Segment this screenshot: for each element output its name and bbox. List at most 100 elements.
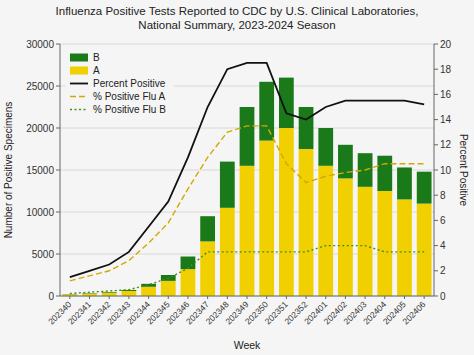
x-tick	[306, 296, 307, 299]
x-axis-label: Week	[234, 339, 261, 351]
bar	[358, 187, 373, 296]
y-tick	[56, 212, 60, 213]
y-axis	[60, 44, 61, 296]
bar	[200, 216, 215, 241]
y2-axis	[434, 44, 435, 296]
bar	[318, 166, 333, 296]
bar	[181, 257, 196, 270]
grid-line	[60, 44, 434, 45]
y-tick-label: 30000	[26, 39, 54, 50]
line	[70, 246, 424, 294]
background	[0, 0, 474, 355]
plot-area	[62, 63, 431, 296]
x-tick	[187, 296, 188, 299]
y-tick	[56, 44, 60, 45]
y2-tick	[434, 296, 438, 297]
y2-tick-label: 8	[440, 190, 446, 201]
y-tick	[56, 296, 60, 297]
title: Influenza Positive Tests Reported to CDC…	[56, 5, 419, 31]
x-tick	[89, 296, 90, 299]
x-tick	[325, 296, 326, 299]
y2-tick-label: 14	[440, 114, 452, 125]
legend: BA Percent Positive % Positive Flu A % Posi…	[66, 48, 174, 119]
y2-tick-label: 16	[440, 89, 452, 100]
y-tick-label: 5000	[32, 249, 55, 260]
y2-tick-label: 10	[440, 165, 452, 176]
legend-label: % Positive Flu A	[93, 91, 166, 102]
y2-tick-label: 20	[440, 39, 452, 50]
y2-tick	[434, 170, 438, 171]
x-tick	[69, 296, 70, 299]
line	[70, 126, 424, 281]
y2-tick	[434, 270, 438, 271]
bar	[397, 167, 412, 199]
y2-tick-label: 0	[440, 291, 446, 302]
bar	[397, 199, 412, 296]
bar	[141, 284, 156, 287]
bar	[259, 141, 274, 296]
y2-tick	[434, 69, 438, 70]
bar	[338, 178, 353, 296]
x-tick	[207, 296, 208, 299]
x-tick	[227, 296, 228, 299]
bar	[122, 291, 137, 296]
y2-axis-label: Percent Positive	[458, 134, 469, 207]
x-tick	[365, 296, 366, 299]
legend-label: Percent Positive	[93, 78, 166, 89]
legend-swatch	[70, 67, 88, 75]
y2-tick	[434, 119, 438, 120]
y-axis-label: Number of Positive Specimens	[3, 102, 14, 239]
y-tick-label: 25000	[26, 81, 54, 92]
y-tick	[56, 170, 60, 171]
legend-label: A	[93, 65, 100, 76]
bar	[417, 204, 432, 296]
x-tick	[148, 296, 149, 299]
bar	[220, 162, 235, 208]
bar	[181, 269, 196, 296]
y2-tick-label: 4	[440, 240, 446, 251]
y2-tick	[434, 195, 438, 196]
legend-label: % Positive Flu B	[93, 104, 166, 115]
x-tick	[404, 296, 405, 299]
y2-tick	[434, 144, 438, 145]
y2-tick-label: 6	[440, 215, 446, 226]
bar	[299, 149, 314, 296]
legend-label: B	[93, 52, 100, 63]
bar	[417, 172, 432, 204]
y2-tick	[434, 44, 438, 45]
x-tick	[286, 296, 287, 299]
y-tick	[56, 128, 60, 129]
x-tick	[168, 296, 169, 299]
x-tick	[247, 296, 248, 299]
chart: Influenza Positive Tests Reported to CDC…	[0, 0, 474, 355]
title-line: National Summary, 2023-2024 Season	[138, 19, 335, 31]
y2-tick	[434, 220, 438, 221]
title-line: Influenza Positive Tests Reported to CDC…	[56, 5, 419, 17]
y-tick-label: 10000	[26, 207, 54, 218]
y-tick	[56, 254, 60, 255]
y-tick	[56, 86, 60, 87]
x-tick	[384, 296, 385, 299]
y2-tick	[434, 245, 438, 246]
legend-swatch	[70, 54, 88, 62]
x-tick	[345, 296, 346, 299]
x-tick	[109, 296, 110, 299]
line	[70, 63, 424, 277]
y2-tick-label: 2	[440, 265, 446, 276]
x-tick-label: 202406	[400, 299, 427, 326]
y-tick-label: 0	[48, 291, 54, 302]
bar	[318, 128, 333, 166]
legend-line	[70, 83, 88, 85]
bar	[259, 82, 274, 141]
bar	[141, 287, 156, 296]
legend-line	[70, 96, 88, 97]
y2-tick	[434, 94, 438, 95]
x-tick	[128, 296, 129, 299]
legend-background	[66, 48, 174, 119]
bar	[279, 78, 294, 128]
legend-line	[70, 109, 88, 110]
y2-tick-label: 12	[440, 139, 452, 150]
bar	[299, 107, 314, 149]
x-tick	[424, 296, 425, 299]
bar	[377, 191, 392, 296]
